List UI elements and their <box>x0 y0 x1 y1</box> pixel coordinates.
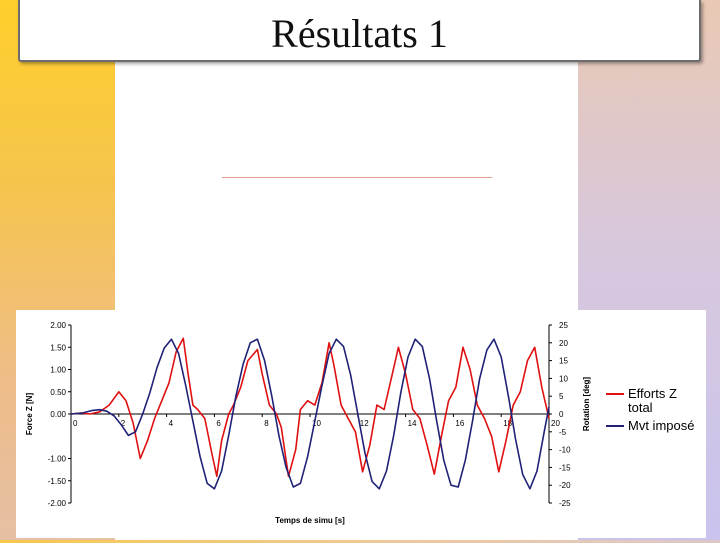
y2-tick-label: -10 <box>559 446 571 455</box>
x-tick-label: 20 <box>551 419 560 428</box>
chart-svg: 2.001.501.000.500.00-1.00-1.50-2.0025201… <box>25 321 694 525</box>
x-tick-label: 10 <box>312 419 321 428</box>
slide-title: Résultats 1 <box>271 10 448 56</box>
y-axis-label: Force Z [N] <box>25 393 34 436</box>
x-tick-label: 6 <box>216 419 221 428</box>
y-tick-label: 0.00 <box>50 410 66 419</box>
series-line-efforts <box>70 337 550 478</box>
x-tick-label: 4 <box>169 419 174 428</box>
y2-tick-label: 10 <box>559 374 568 383</box>
x-tick-label: 8 <box>264 419 269 428</box>
x-tick-label: 16 <box>455 419 464 428</box>
x-tick-label: 14 <box>408 419 417 428</box>
chart-container: 2.00 1.50 1.00 0.50 0.00 -1.00 -1.50 -2.00 25 20 1… <box>16 310 706 538</box>
y2-tick-label: -15 <box>559 463 571 472</box>
x-tick-label: 18 <box>503 419 512 428</box>
legend-label-mvt: Mvt imposé <box>628 418 694 433</box>
y2-tick-label: 15 <box>559 357 568 366</box>
series-line-mvt <box>70 338 550 490</box>
decorative-rule <box>222 177 492 178</box>
y2-tick-label: -5 <box>559 428 567 437</box>
y-tick-label: -1.50 <box>48 477 67 486</box>
y-tick-label: 1.50 <box>50 343 66 352</box>
y2-axis-label: Rotation [deg] <box>582 377 591 432</box>
x-axis-label: Temps de simu [s] <box>275 516 345 525</box>
y2-tick-label: 0 <box>559 410 564 419</box>
y2-tick-label: 5 <box>559 392 564 401</box>
y-tick-label: -1.00 <box>48 455 67 464</box>
y-tick-label: 0.50 <box>50 388 66 397</box>
y2-tick-label: -25 <box>559 499 571 508</box>
x-tick-label: 2 <box>121 419 126 428</box>
y-tick-label: 2.00 <box>50 321 66 330</box>
y2-tick-label: 25 <box>559 321 568 330</box>
x-tick-label: 0 <box>73 419 78 428</box>
y2-tick-label: -20 <box>559 481 571 490</box>
y-tick-label: -2.00 <box>48 499 67 508</box>
y-tick-label: 1.00 <box>50 366 66 375</box>
title-bar: Résultats 1 <box>18 0 701 62</box>
y2-tick-label: 20 <box>559 339 568 348</box>
x-tick-label: 12 <box>360 419 369 428</box>
